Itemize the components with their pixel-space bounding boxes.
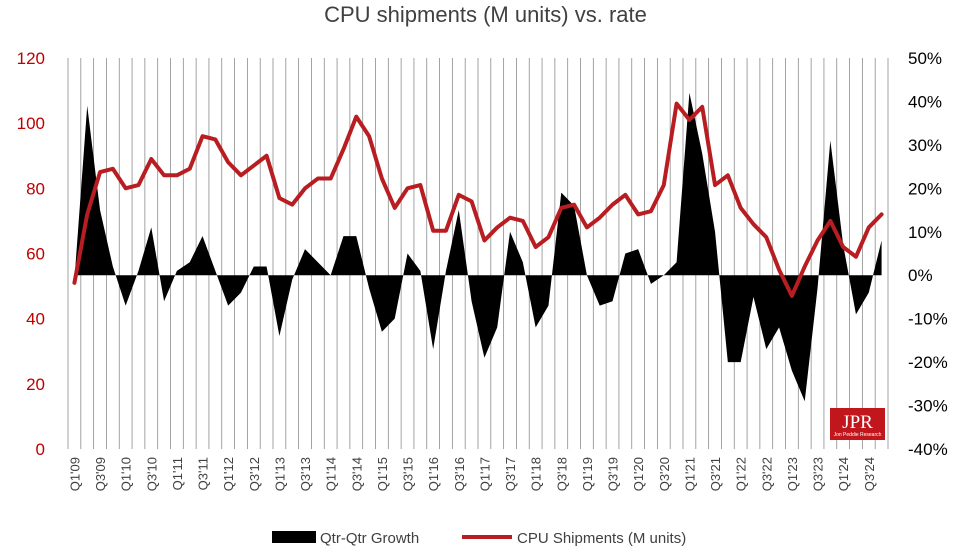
legend-label-qtr-growth: Qtr-Qtr Growth [320, 530, 419, 547]
x-tick-label: Q3'12 [247, 457, 262, 491]
x-tick-label: Q3'15 [401, 457, 416, 491]
x-tick-label: Q1'23 [785, 457, 800, 491]
y-right-tick-label: 40% [908, 92, 942, 111]
y-right-tick-label: -10% [908, 310, 948, 329]
x-tick-label: Q1'15 [375, 457, 390, 491]
growth-area-layer [74, 92, 882, 402]
x-tick-label: Q1'17 [477, 457, 492, 491]
logo-background [830, 408, 885, 440]
right-axis: -40% -30% -20% -10% 0% 10% 20% 30% 40% 50% [908, 49, 948, 459]
x-tick-label: Q1'14 [324, 457, 339, 491]
y-left-tick-label: 120 [17, 49, 45, 68]
x-tick-label: Q3'20 [657, 457, 672, 491]
x-tick-label: Q1'10 [119, 457, 134, 491]
shipments-line-layer [72, 101, 884, 298]
x-tick-label: Q3'18 [554, 457, 569, 491]
cpu-shipments-line [72, 101, 884, 298]
y-right-tick-label: -30% [908, 397, 948, 416]
x-tick-label: Q1'12 [221, 457, 236, 491]
x-axis: Q1'09 Q3'09 Q1'10 Q3'10 Q1'11 Q3'11 Q1'12 Q3'12… [67, 457, 876, 491]
legend-swatch-qtr-growth [272, 531, 316, 543]
x-tick-label: Q1'16 [426, 457, 441, 491]
x-tick-label: Q1'21 [682, 457, 697, 491]
x-tick-label: Q3'17 [503, 457, 518, 491]
legend-label-cpu-shipments: CPU Shipments (M units) [517, 530, 686, 547]
vertical-gridlines [67, 58, 889, 449]
jpr-logo: JPR Jon Peddie Research [830, 408, 885, 440]
x-tick-label: Q3'16 [452, 457, 467, 491]
y-right-tick-label: -40% [908, 440, 948, 459]
y-right-tick-label: 50% [908, 49, 942, 68]
x-tick-label: Q1'22 [734, 457, 749, 491]
x-tick-label: Q1'20 [631, 457, 646, 491]
legend: Qtr-Qtr Growth CPU Shipments (M units) [272, 530, 686, 547]
x-tick-label: Q1'19 [580, 457, 595, 491]
y-right-tick-label: -20% [908, 353, 948, 372]
qtr-growth-area [74, 92, 882, 402]
y-left-tick-label: 40 [26, 310, 45, 329]
x-tick-label: Q1'09 [67, 457, 82, 491]
x-tick-label: Q3'14 [349, 457, 364, 491]
x-tick-label: Q3'10 [144, 457, 159, 491]
x-tick-label: Q3'23 [811, 457, 826, 491]
x-tick-label: Q3'21 [708, 457, 723, 491]
x-tick-label: Q1'18 [529, 457, 544, 491]
logo-subtext: Jon Peddie Research [834, 432, 882, 438]
chart-title: CPU shipments (M units) vs. rate [324, 2, 647, 27]
y-left-tick-label: 60 [26, 245, 45, 264]
x-tick-label: Q3'24 [862, 457, 877, 491]
x-tick-label: Q3'22 [759, 457, 774, 491]
y-left-tick-label: 100 [17, 114, 45, 133]
y-right-tick-label: 10% [908, 223, 942, 242]
y-right-tick-label: 0% [908, 266, 933, 285]
y-left-tick-label: 0 [36, 440, 45, 459]
logo-text: JPR [842, 412, 873, 433]
x-tick-label: Q1'11 [170, 457, 185, 490]
x-tick-label: Q3'09 [93, 457, 108, 491]
x-tick-label: Q3'11 [196, 457, 211, 490]
x-tick-label: Q3'19 [606, 457, 621, 491]
x-tick-label: Q3'13 [298, 457, 313, 491]
y-left-tick-label: 80 [26, 179, 45, 198]
y-right-tick-label: 30% [908, 136, 942, 155]
y-left-tick-label: 20 [26, 375, 45, 394]
y-right-tick-label: 20% [908, 179, 942, 198]
left-axis: 0 20 40 60 80 100 120 [17, 49, 45, 459]
x-tick-label: Q1'13 [272, 457, 287, 491]
x-tick-label: Q1'24 [836, 457, 851, 491]
